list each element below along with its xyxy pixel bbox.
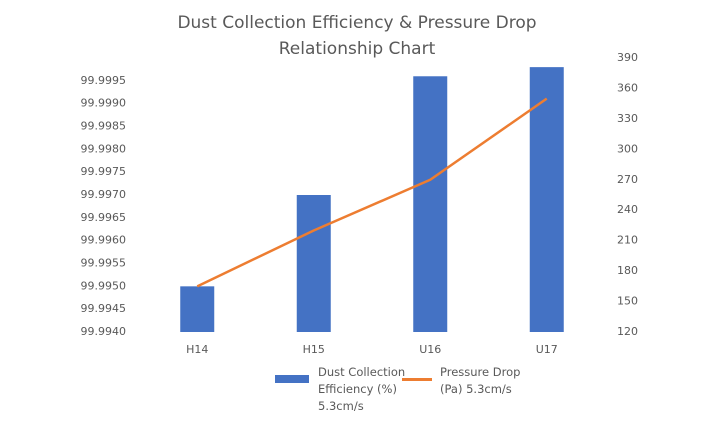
y-tick-label: 99.9995	[81, 74, 127, 87]
y-tick-label: 99.9990	[81, 97, 127, 110]
y2-tick-label: 180	[617, 264, 638, 277]
y-tick-label: 99.9960	[81, 234, 127, 247]
y2-tick-label: 120	[617, 325, 638, 338]
y-tick-label: 99.9975	[81, 165, 127, 178]
y-tick-label: 99.9980	[81, 142, 127, 155]
line	[196, 97, 548, 288]
x-tick-label: H14	[186, 343, 208, 356]
y-tick-label: 99.9955	[81, 257, 127, 270]
bar	[180, 286, 215, 332]
y2-tick-label: 240	[617, 203, 638, 216]
legend-label: Dust Collection Efficiency (%) 5.3cm/s	[318, 365, 406, 413]
x-tick-label: U16	[419, 343, 441, 356]
bar	[413, 76, 448, 333]
y2-tick-label: 210	[617, 234, 638, 247]
y2-tick-label: 270	[617, 173, 638, 186]
chart-title: Dust Collection Efficiency & Pressure Dr…	[177, 13, 537, 59]
y2-tick-label: 300	[617, 142, 638, 155]
y-tick-label: 99.9940	[81, 325, 127, 338]
legend-swatch	[402, 378, 432, 381]
y-tick-label: 99.9945	[81, 302, 127, 315]
y2-tick-label: 150	[617, 295, 638, 308]
y-tick-label: 99.9970	[81, 188, 127, 201]
y2-tick-label: 360	[617, 81, 638, 94]
y-tick-label: 99.9985	[81, 120, 127, 133]
y-tick-label: 99.9950	[81, 279, 127, 292]
y2-tick-label: 330	[617, 112, 638, 125]
bar	[296, 195, 331, 332]
x-tick-label: U17	[536, 343, 558, 356]
legend-swatch	[275, 375, 309, 383]
legend-label: Pressure Drop (Pa) 5.3cm/s	[440, 365, 521, 396]
y-tick-label: 99.9965	[81, 211, 127, 224]
x-tick-label: H15	[303, 343, 325, 356]
bar	[529, 67, 564, 332]
y2-tick-label: 390	[617, 51, 638, 64]
